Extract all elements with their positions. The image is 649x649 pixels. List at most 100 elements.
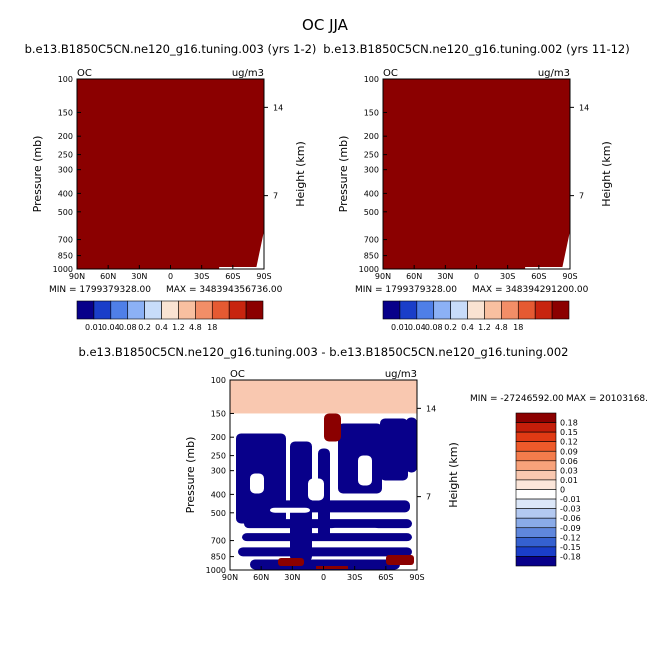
colorbar-box bbox=[161, 300, 179, 320]
colorbar-label: 0.01 bbox=[85, 323, 103, 332]
negative-contour bbox=[406, 417, 417, 473]
colorbar-box bbox=[515, 450, 557, 462]
colorbar-box bbox=[93, 300, 112, 320]
colorbar-box bbox=[515, 422, 557, 433]
colorbar-box bbox=[515, 508, 557, 519]
units-label: ug/m3 bbox=[232, 68, 264, 79]
x-tick-label: 30N bbox=[284, 573, 300, 582]
contour-gap bbox=[330, 527, 380, 533]
y-axis-title: Pressure (mb) bbox=[337, 136, 350, 213]
y-right-axis-title: Height (km) bbox=[294, 141, 307, 207]
positive-contour bbox=[278, 558, 304, 566]
y-tick-label: 250 bbox=[211, 452, 226, 461]
colorbar-label: 0.03 bbox=[560, 466, 578, 475]
colorbar-label: 4.8 bbox=[495, 323, 508, 332]
max-label: MAX = 348394291200.00 bbox=[472, 285, 589, 295]
x-tick-label: 90S bbox=[409, 573, 424, 582]
colorbar-box bbox=[416, 300, 435, 320]
colorbar-box bbox=[228, 300, 247, 320]
y-tick-label: 300 bbox=[364, 166, 379, 175]
colorbar-box bbox=[245, 300, 264, 320]
y-tick-label: 700 bbox=[364, 236, 379, 245]
variable-label: OC bbox=[383, 68, 398, 79]
colorbar-box bbox=[515, 431, 557, 442]
y-tick-label: 100 bbox=[58, 75, 73, 84]
x-tick-label: 60S bbox=[531, 272, 546, 281]
y-right-tick-label: 14 bbox=[426, 404, 436, 413]
x-tick-label: 90N bbox=[69, 272, 85, 281]
colorbar-label: -0.06 bbox=[560, 514, 581, 523]
colorbar-box bbox=[515, 527, 557, 538]
min-label: MIN = -27246592.00 bbox=[470, 394, 564, 404]
negative-contour bbox=[240, 500, 410, 513]
units-label: ug/m3 bbox=[538, 68, 570, 79]
panel-2: b.e13.B1850C5CN.ne120_g16.tuning.002 (yr… bbox=[323, 42, 629, 332]
y-axis-title: Pressure (mb) bbox=[31, 136, 44, 213]
colorbar-box bbox=[433, 300, 451, 320]
colorbar-label: 0.2 bbox=[444, 323, 457, 332]
colorbar-box bbox=[515, 470, 557, 481]
colorbar-box bbox=[144, 300, 162, 320]
contour-gap bbox=[250, 473, 264, 494]
variable-label: OC bbox=[77, 68, 92, 79]
y-tick-label: 400 bbox=[58, 189, 73, 198]
positive-contour bbox=[386, 555, 414, 565]
colorbar-box bbox=[211, 300, 230, 320]
colorbar-box bbox=[515, 489, 557, 500]
y-tick-label: 200 bbox=[58, 132, 73, 141]
colorbar-box bbox=[515, 546, 557, 557]
x-tick-label: 60N bbox=[406, 272, 422, 281]
x-tick-label: 30N bbox=[437, 272, 453, 281]
colorbar-label: -0.03 bbox=[560, 505, 581, 514]
colorbar-label: 0.09 bbox=[560, 447, 578, 456]
negative-contour bbox=[244, 519, 412, 529]
colorbar-label: 18 bbox=[513, 323, 523, 332]
x-tick-label: 30S bbox=[347, 573, 362, 582]
field-fill bbox=[77, 79, 264, 269]
positive-contour bbox=[324, 413, 341, 442]
x-tick-label: 90S bbox=[256, 272, 271, 281]
colorbar-box bbox=[534, 300, 553, 320]
y-tick-label: 300 bbox=[211, 467, 226, 476]
y-tick-label: 850 bbox=[364, 252, 379, 261]
y-tick-label: 300 bbox=[58, 166, 73, 175]
colorbar-box bbox=[551, 300, 570, 320]
colorbar-label: -0.12 bbox=[560, 533, 581, 542]
y-right-tick-label: 14 bbox=[273, 103, 283, 112]
colorbar-label: 0.15 bbox=[560, 428, 578, 437]
positive-contour bbox=[316, 566, 348, 569]
contour-gap bbox=[358, 455, 372, 486]
colorbar-box bbox=[450, 300, 468, 320]
colorbar-box bbox=[515, 412, 557, 423]
x-tick-label: 90N bbox=[222, 573, 238, 582]
y-tick-label: 200 bbox=[211, 433, 226, 442]
x-tick-label: 60S bbox=[378, 573, 393, 582]
y-tick-label: 850 bbox=[211, 553, 226, 562]
min-label: MIN = 1799379328.00 bbox=[49, 285, 151, 295]
field-gap bbox=[525, 267, 567, 269]
field-gap bbox=[219, 267, 261, 269]
panel-3: b.e13.B1850C5CN.ne120_g16.tuning.003 - b… bbox=[79, 345, 649, 582]
panel-title: b.e13.B1850C5CN.ne120_g16.tuning.003 - b… bbox=[79, 345, 569, 359]
colorbar-label: 0.04 bbox=[408, 323, 426, 332]
colorbar-box bbox=[517, 300, 536, 320]
y-tick-label: 850 bbox=[58, 252, 73, 261]
y-tick-label: 500 bbox=[58, 208, 73, 217]
colorbar-label: -0.15 bbox=[560, 543, 581, 552]
y-right-axis-title: Height (km) bbox=[600, 141, 613, 207]
y-tick-label: 500 bbox=[364, 208, 379, 217]
y-tick-label: 700 bbox=[211, 537, 226, 546]
panel-1: b.e13.B1850C5CN.ne120_g16.tuning.003 (yr… bbox=[25, 42, 317, 332]
y-tick-label: 700 bbox=[58, 236, 73, 245]
min-label: MIN = 1799379328.00 bbox=[355, 285, 457, 295]
y-tick-label: 150 bbox=[211, 409, 226, 418]
colorbar-box bbox=[195, 300, 213, 320]
y-tick-label: 100 bbox=[364, 75, 379, 84]
colorbar-box bbox=[515, 479, 557, 490]
x-tick-label: 60N bbox=[253, 573, 269, 582]
colorbar-label: 0.06 bbox=[560, 457, 578, 466]
y-tick-label: 400 bbox=[364, 189, 379, 198]
field-band bbox=[230, 380, 417, 414]
x-tick-label: 90N bbox=[375, 272, 391, 281]
